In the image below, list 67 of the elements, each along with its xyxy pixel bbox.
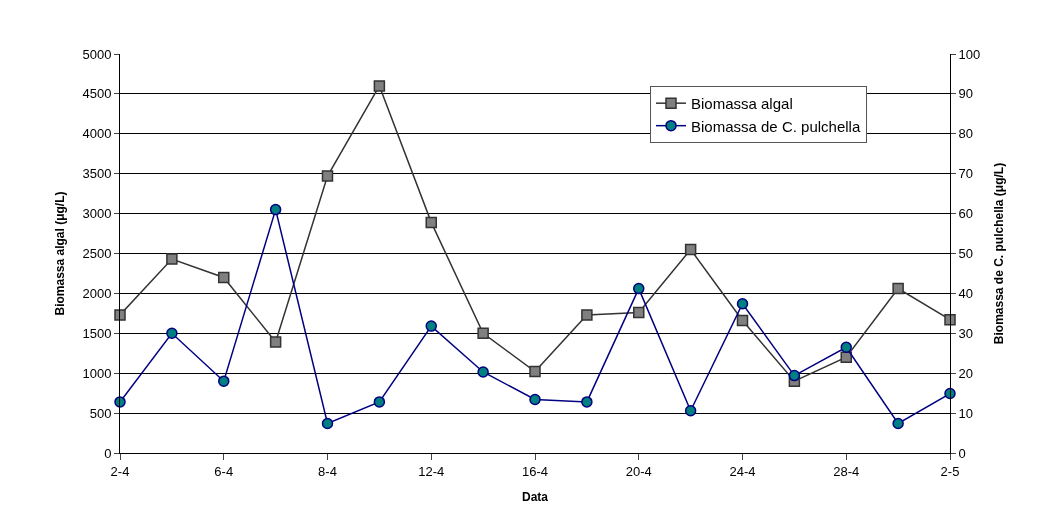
point (892, 282, 904, 295)
y-axis-title: Biomassa algal (μg/L) (52, 191, 67, 316)
y2-tick-label: 0 (958, 445, 966, 461)
point (166, 253, 178, 265)
y2-tick-label: 30 (958, 325, 974, 341)
y2-tick-label: 50 (958, 246, 974, 262)
y2-axis-title: Biomassa de C. pulchella (μg/L) (992, 162, 1007, 345)
y-tick-label: 500 (89, 405, 112, 421)
y-tick-label: 4000 (82, 126, 112, 142)
y-tick-label: 0 (104, 445, 112, 461)
x-tick-label: 24-4 (729, 463, 756, 479)
legend-label: Biomassa algal (691, 95, 793, 113)
x-tick-label: 12-4 (418, 463, 445, 479)
point (321, 417, 334, 430)
point (788, 369, 801, 382)
y2-tick-label: 100 (958, 46, 981, 62)
x-tick-label: 6-4 (214, 463, 234, 479)
point (581, 309, 593, 321)
point (373, 80, 386, 92)
y2-tick-label: 60 (958, 206, 974, 222)
point (166, 327, 178, 340)
y-tick-label: 3000 (82, 206, 112, 222)
y-tick-label: 4500 (82, 86, 112, 102)
point (840, 341, 852, 354)
point (529, 365, 541, 378)
y2-tick-label: 20 (958, 365, 974, 381)
point (736, 314, 749, 327)
x-tick-label: 20-4 (625, 463, 652, 479)
y-tick-label: 2500 (82, 246, 112, 262)
y2-tick-label: 70 (958, 166, 974, 182)
y2-tick-label: 90 (958, 86, 974, 102)
x-tick-label: 8-4 (318, 463, 337, 479)
y-tick-label: 1500 (82, 325, 112, 341)
point (269, 203, 282, 216)
point (373, 396, 386, 408)
point (581, 396, 593, 408)
x-tick-label: 28-4 (833, 463, 860, 479)
point (218, 271, 230, 284)
y-tick-label: 1000 (82, 365, 112, 381)
point (892, 417, 904, 430)
point (218, 375, 230, 387)
point (633, 306, 645, 319)
x-axis-title: Data (521, 490, 549, 505)
legend-label: Biomassa de C. pulchella (691, 117, 861, 135)
point (633, 282, 645, 295)
point (684, 404, 697, 417)
point (477, 366, 489, 378)
point (944, 387, 956, 400)
x-tick-label: 2-5 (940, 463, 960, 479)
y-tick-label: 2000 (82, 285, 112, 301)
point (529, 393, 541, 406)
point (269, 336, 282, 348)
y-tick-label: 3500 (82, 166, 112, 182)
y2-tick-label: 10 (958, 405, 974, 421)
point (477, 327, 489, 340)
point (425, 216, 437, 229)
point (114, 309, 126, 321)
point (684, 243, 697, 256)
x-tick-label: 16-4 (521, 463, 549, 479)
point (321, 170, 334, 182)
point (944, 313, 956, 326)
y-tick-label: 5000 (82, 46, 112, 62)
point (736, 298, 749, 310)
point (425, 320, 437, 332)
x-tick-label: 2-4 (110, 463, 130, 479)
y2-tick-label: 40 (958, 285, 974, 301)
y2-tick-label: 80 (958, 126, 974, 142)
